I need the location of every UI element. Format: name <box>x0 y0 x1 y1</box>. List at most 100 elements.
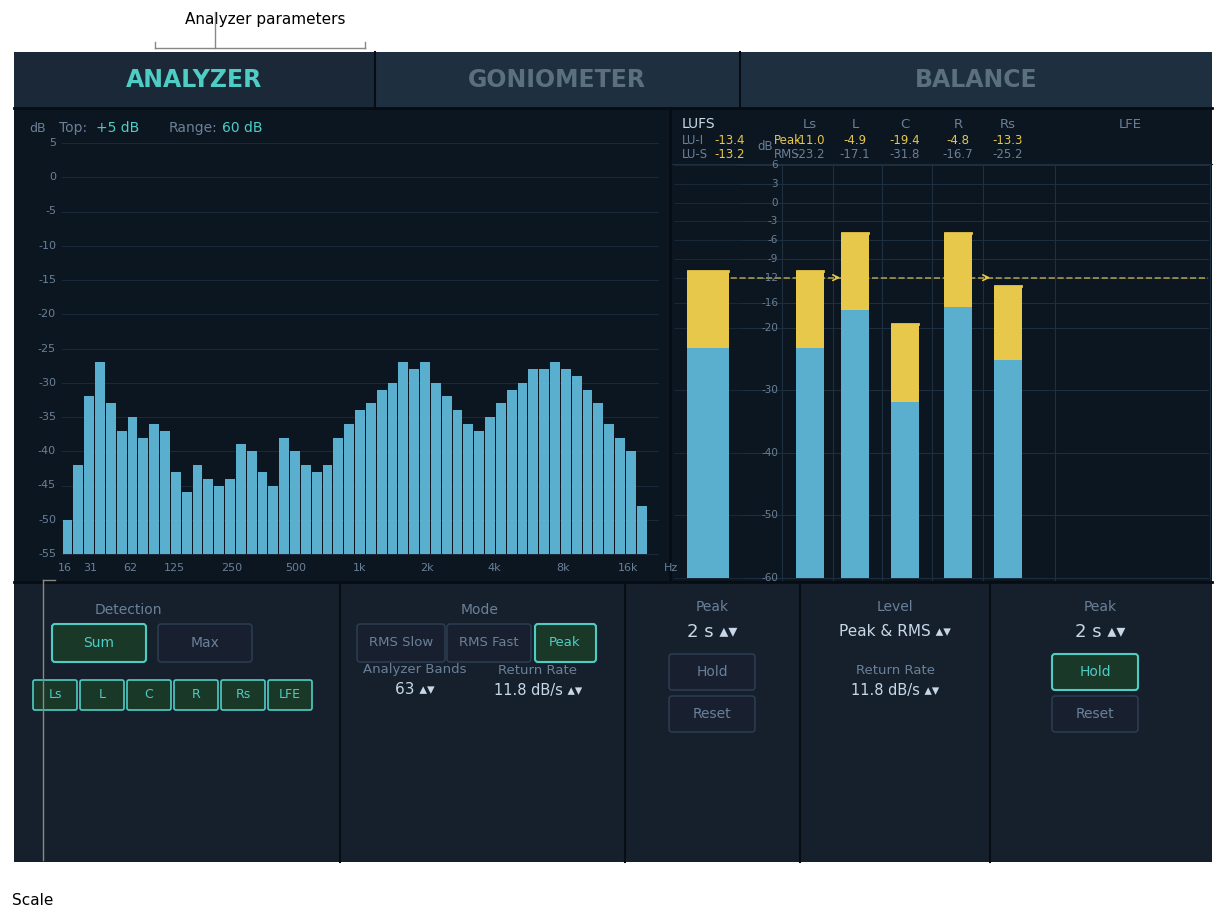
Text: 4k: 4k <box>488 563 501 573</box>
Bar <box>528 369 538 554</box>
Text: Sum: Sum <box>83 636 114 650</box>
Text: -20: -20 <box>761 323 779 332</box>
Text: -45: -45 <box>38 481 56 490</box>
Text: ANALYZER: ANALYZER <box>126 68 262 92</box>
Text: -55: -55 <box>38 549 56 559</box>
Bar <box>128 417 137 554</box>
Bar <box>463 424 473 554</box>
Bar <box>891 402 920 578</box>
Bar <box>139 438 148 554</box>
Bar <box>170 472 180 554</box>
Bar <box>474 431 484 554</box>
Text: -9: -9 <box>767 254 779 264</box>
Bar <box>636 506 646 554</box>
Text: -13.2: -13.2 <box>714 148 744 161</box>
Bar <box>85 397 94 554</box>
Text: 250: 250 <box>222 563 243 573</box>
Bar <box>441 397 451 554</box>
Bar <box>116 431 126 554</box>
Bar <box>74 465 83 554</box>
FancyBboxPatch shape <box>128 680 170 710</box>
Bar <box>181 492 191 554</box>
Text: +5 dB: +5 dB <box>96 121 140 135</box>
Bar <box>582 390 592 554</box>
Text: Ls: Ls <box>803 117 817 130</box>
Text: -13.4: -13.4 <box>714 134 744 147</box>
FancyBboxPatch shape <box>535 624 596 662</box>
Text: 62: 62 <box>124 563 137 573</box>
Text: Hold: Hold <box>1079 665 1111 679</box>
Text: 2 s ▴▾: 2 s ▴▾ <box>1075 623 1125 641</box>
Text: Ls: Ls <box>48 689 61 701</box>
Text: Peak: Peak <box>695 600 728 614</box>
FancyBboxPatch shape <box>357 624 445 662</box>
Text: 11.8 dB/s ▴▾: 11.8 dB/s ▴▾ <box>851 682 939 698</box>
Text: R: R <box>191 689 200 701</box>
Bar <box>268 485 278 554</box>
Bar <box>345 424 354 554</box>
Bar <box>562 369 571 554</box>
FancyBboxPatch shape <box>221 680 265 710</box>
Text: L: L <box>851 117 858 130</box>
Text: RMS: RMS <box>774 148 799 161</box>
Bar <box>593 403 603 554</box>
Bar <box>841 309 869 578</box>
Bar <box>409 369 419 554</box>
Bar <box>994 286 1022 360</box>
Text: Level: Level <box>877 600 913 614</box>
FancyBboxPatch shape <box>174 680 218 710</box>
Bar <box>687 348 729 578</box>
Bar <box>13 108 669 582</box>
Text: 11.8 dB/s ▴▾: 11.8 dB/s ▴▾ <box>494 682 582 698</box>
Text: -10: -10 <box>38 241 56 251</box>
Text: Rs: Rs <box>235 689 250 701</box>
FancyBboxPatch shape <box>1052 654 1138 690</box>
Bar <box>356 410 365 554</box>
Text: Analyzer parameters: Analyzer parameters <box>185 12 346 27</box>
FancyBboxPatch shape <box>669 654 755 690</box>
Bar <box>571 376 581 554</box>
Text: -60: -60 <box>761 573 779 583</box>
Bar <box>398 362 408 554</box>
Text: L: L <box>98 689 105 701</box>
Bar <box>300 465 310 554</box>
Text: 1k: 1k <box>353 563 367 573</box>
Text: Top:: Top: <box>59 121 87 135</box>
Text: -40: -40 <box>761 448 779 458</box>
Text: LU-I: LU-I <box>682 134 704 147</box>
Bar <box>365 403 375 554</box>
Bar <box>226 479 235 554</box>
Text: -25: -25 <box>38 343 56 354</box>
Bar <box>891 324 920 402</box>
Bar <box>944 233 972 307</box>
Text: dB: dB <box>756 140 772 153</box>
Text: Peak: Peak <box>1084 600 1117 614</box>
Bar <box>626 451 636 554</box>
Bar <box>161 431 170 554</box>
Bar <box>333 438 343 554</box>
Text: 31: 31 <box>83 563 98 573</box>
Text: -11.0: -11.0 <box>794 134 825 147</box>
Text: -5: -5 <box>45 207 56 217</box>
Text: 60 dB: 60 dB <box>222 121 262 135</box>
Text: -4.8: -4.8 <box>946 134 970 147</box>
Bar <box>517 383 527 554</box>
Bar <box>215 485 224 554</box>
Text: Scale: Scale <box>12 893 54 908</box>
Text: -12: -12 <box>761 272 779 282</box>
FancyBboxPatch shape <box>268 680 311 710</box>
Bar <box>944 307 972 578</box>
Bar <box>204 479 213 554</box>
Text: -17.1: -17.1 <box>840 148 870 161</box>
Text: Reset: Reset <box>1075 707 1114 721</box>
Bar <box>539 369 549 554</box>
Bar <box>796 271 824 348</box>
Bar <box>387 383 397 554</box>
Bar <box>311 472 321 554</box>
Bar <box>105 403 115 554</box>
Text: 2k: 2k <box>421 563 434 573</box>
Bar <box>63 520 72 554</box>
Text: 125: 125 <box>163 563 185 573</box>
Bar <box>687 271 729 348</box>
Text: Peak & RMS ▴▾: Peak & RMS ▴▾ <box>839 625 951 640</box>
